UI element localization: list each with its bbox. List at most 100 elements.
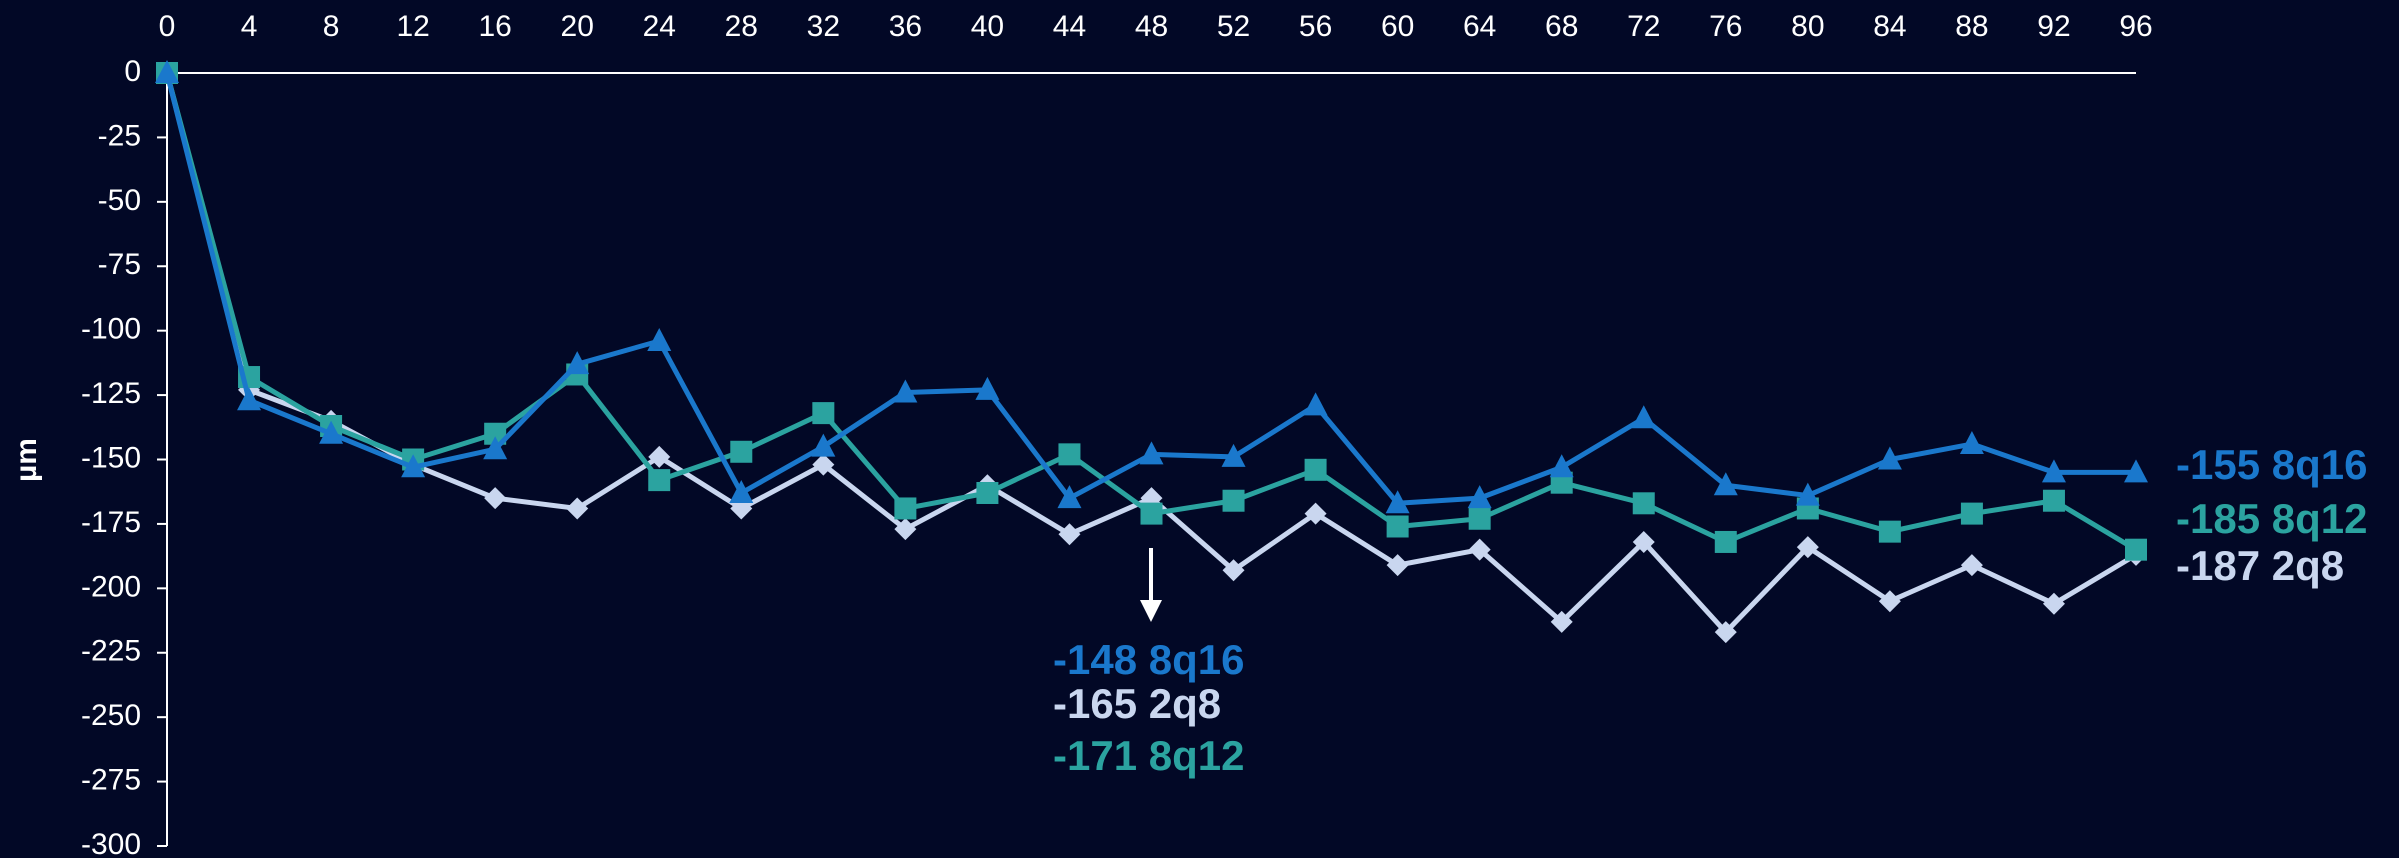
x-tick-label: 4 [241, 10, 258, 43]
x-tick-label: 60 [1381, 10, 1414, 43]
marker [812, 402, 835, 425]
marker [1304, 502, 1327, 525]
y-tick-label: -300 [81, 828, 141, 858]
marker [483, 436, 508, 460]
y-tick-label: -100 [81, 313, 141, 346]
y-tick-label: -125 [81, 377, 141, 410]
marker [1467, 485, 1492, 509]
series-line [164, 72, 2138, 552]
marker [893, 379, 918, 403]
marker [1303, 392, 1328, 416]
y-tick-label: -225 [81, 635, 141, 668]
marker [894, 497, 917, 520]
x-tick-label: 20 [561, 10, 594, 43]
y-tick-label: -75 [98, 248, 141, 281]
y-tick-label: -50 [98, 184, 141, 217]
y-tick-label: -250 [81, 699, 141, 732]
marker [484, 487, 507, 510]
x-tick-label: 92 [2037, 10, 2070, 43]
marker [2124, 459, 2148, 483]
y-tick-label: -275 [81, 764, 141, 797]
x-tick-label: 56 [1299, 10, 1332, 43]
marker [1058, 443, 1081, 466]
x-tick-label: 84 [1873, 10, 1906, 43]
x-tick-label: 8 [323, 10, 340, 43]
x-tick-label: 28 [725, 10, 758, 43]
end-label: -185 8q12 [2176, 495, 2367, 542]
x-tick-label: 76 [1709, 10, 1742, 43]
marker [401, 454, 426, 478]
x-tick-label: 16 [478, 10, 511, 43]
marker [1795, 482, 1820, 506]
marker [1468, 507, 1491, 530]
marker [1878, 520, 1901, 543]
marker [2125, 538, 2147, 561]
x-tick-label: 80 [1791, 10, 1824, 43]
marker [1222, 559, 1245, 582]
marker [811, 433, 836, 457]
series-line [164, 72, 2136, 506]
end-label: -187 2q8 [2176, 542, 2344, 589]
marker [1877, 446, 1902, 470]
y-tick-label: -25 [98, 119, 141, 152]
y-tick-label: -200 [81, 570, 141, 603]
marker [2042, 592, 2065, 615]
marker [1386, 554, 1409, 577]
x-tick-label: 88 [1955, 10, 1988, 43]
marker [1468, 538, 1491, 561]
y-axis-label: µm [10, 438, 43, 482]
x-tick-label: 64 [1463, 10, 1496, 43]
arrow-head [1140, 600, 1162, 622]
marker [1960, 554, 1983, 577]
x-tick-label: 24 [643, 10, 676, 43]
marker [976, 481, 999, 504]
marker [975, 376, 1000, 400]
marker [1959, 431, 1984, 455]
marker [1222, 489, 1245, 512]
marker [1960, 502, 1983, 525]
marker [1713, 472, 1738, 496]
marker [1878, 590, 1901, 613]
x-tick-label: 36 [889, 10, 922, 43]
marker [1714, 530, 1737, 553]
marker [648, 469, 671, 492]
marker [319, 420, 344, 444]
marker [1304, 458, 1327, 481]
marker [1714, 621, 1737, 644]
marker [1550, 610, 1573, 633]
marker [730, 440, 753, 463]
marker [1140, 502, 1163, 525]
marker [237, 387, 262, 411]
x-tick-label: 32 [807, 10, 840, 43]
y-tick-label: 0 [124, 55, 141, 88]
marker [1139, 441, 1164, 465]
annotation: -165 2q8 [1053, 680, 1221, 727]
marker [1632, 492, 1655, 515]
x-tick-label: 68 [1545, 10, 1578, 43]
y-tick-label: -175 [81, 506, 141, 539]
marker [1057, 485, 1082, 509]
marker [1796, 536, 1819, 559]
marker [894, 518, 917, 541]
x-tick-label: 12 [396, 10, 429, 43]
x-tick-label: 44 [1053, 10, 1086, 43]
marker [484, 422, 507, 445]
marker [1632, 530, 1655, 553]
x-tick-label: 72 [1627, 10, 1660, 43]
marker [1058, 523, 1081, 546]
end-label: -155 8q16 [2176, 441, 2367, 488]
marker [812, 453, 835, 476]
marker [647, 327, 672, 351]
marker [566, 497, 589, 520]
marker [565, 351, 590, 375]
x-tick-label: 52 [1217, 10, 1250, 43]
x-tick-label: 48 [1135, 10, 1168, 43]
x-tick-label: 96 [2119, 10, 2152, 43]
x-tick-label: 40 [971, 10, 1004, 43]
marker [2041, 459, 2066, 483]
x-tick-label: 0 [159, 10, 176, 43]
marker [1549, 454, 1574, 478]
marker [648, 445, 671, 468]
